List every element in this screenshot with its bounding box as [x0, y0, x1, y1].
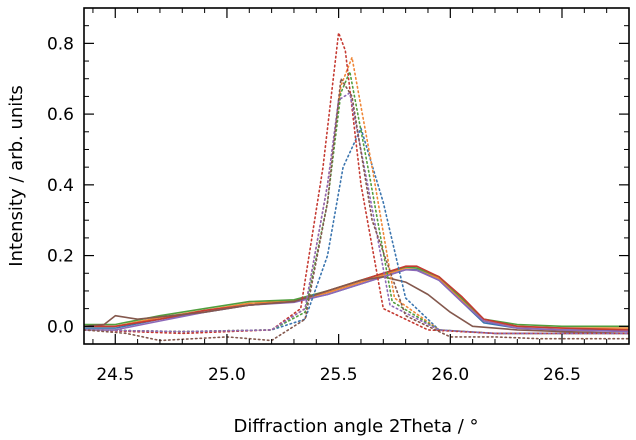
y-tick-label: 0.2 [47, 247, 74, 267]
series-layer [84, 31, 629, 342]
x-tick-label: 24.5 [96, 365, 134, 385]
x-tick-label: 26.0 [431, 365, 469, 385]
series-line-dotted-green [84, 70, 629, 335]
y-axis-title: Intensity / arb. units [6, 85, 27, 266]
x-axis-title: Diffraction angle 2Theta / ° [234, 416, 479, 437]
series-line-solid-purple [84, 268, 629, 333]
series-line-dotted-purple [84, 92, 629, 335]
x-tick-label: 25.5 [320, 365, 358, 385]
series-line-solid-brown [84, 275, 629, 335]
y-tick-label: 0.8 [47, 34, 74, 54]
series-line-dotted-brown [84, 77, 629, 342]
y-tick-label: 0.6 [47, 105, 74, 125]
y-tick-label: 0.4 [47, 176, 74, 196]
series-line-dotted-orange [84, 56, 629, 335]
series-line-dotted-blue [84, 127, 629, 335]
x-tick-label: 26.5 [543, 365, 581, 385]
plot-frame [83, 7, 630, 345]
x-tick-label: 25.0 [208, 365, 246, 385]
tick-layer: 24.5 25.0 25.5 26.0 26.5 0.0 0.2 0.4 0.6 0.8 [47, 8, 630, 385]
y-tick-label: 0.0 [47, 317, 74, 337]
series-line-solid-blue [84, 268, 629, 331]
